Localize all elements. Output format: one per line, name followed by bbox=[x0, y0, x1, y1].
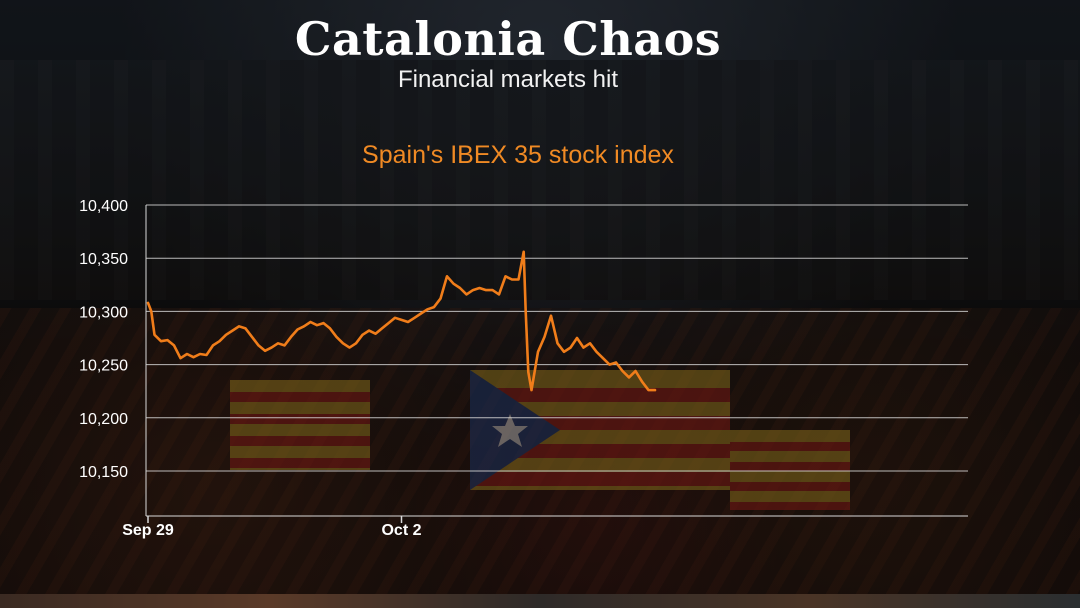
y-tick-label: 10,300 bbox=[79, 304, 128, 321]
page-title: Catalonia Chaos bbox=[294, 12, 722, 66]
bottom-photo-strip bbox=[0, 594, 1080, 608]
city-silhouette bbox=[0, 60, 1080, 300]
chart-grid bbox=[146, 204, 968, 517]
ibex35-series-line bbox=[146, 250, 657, 392]
y-axis-ticks: 10,400 10,350 10,300 10,250 10,200 10,150 bbox=[79, 198, 128, 481]
chart-title: Spain's IBEX 35 stock index bbox=[362, 141, 674, 169]
page-subtitle: Financial markets hit bbox=[397, 66, 619, 93]
senyera-flag-graphic bbox=[230, 380, 370, 470]
y-tick-label: 10,350 bbox=[79, 251, 128, 268]
y-tick-label: 10,400 bbox=[79, 198, 128, 215]
x-axis-ticks: Sep 29 Oct 2 bbox=[122, 516, 422, 539]
x-tick-label: Oct 2 bbox=[381, 522, 421, 539]
estelada-flag-graphic bbox=[470, 370, 730, 490]
y-tick-label: 10,200 bbox=[79, 411, 128, 428]
y-tick-label: 10,250 bbox=[79, 358, 128, 375]
x-tick-label: Sep 29 bbox=[122, 522, 174, 539]
estelada-flag-graphic-right bbox=[730, 430, 850, 510]
y-tick-label: 10,150 bbox=[79, 464, 128, 481]
